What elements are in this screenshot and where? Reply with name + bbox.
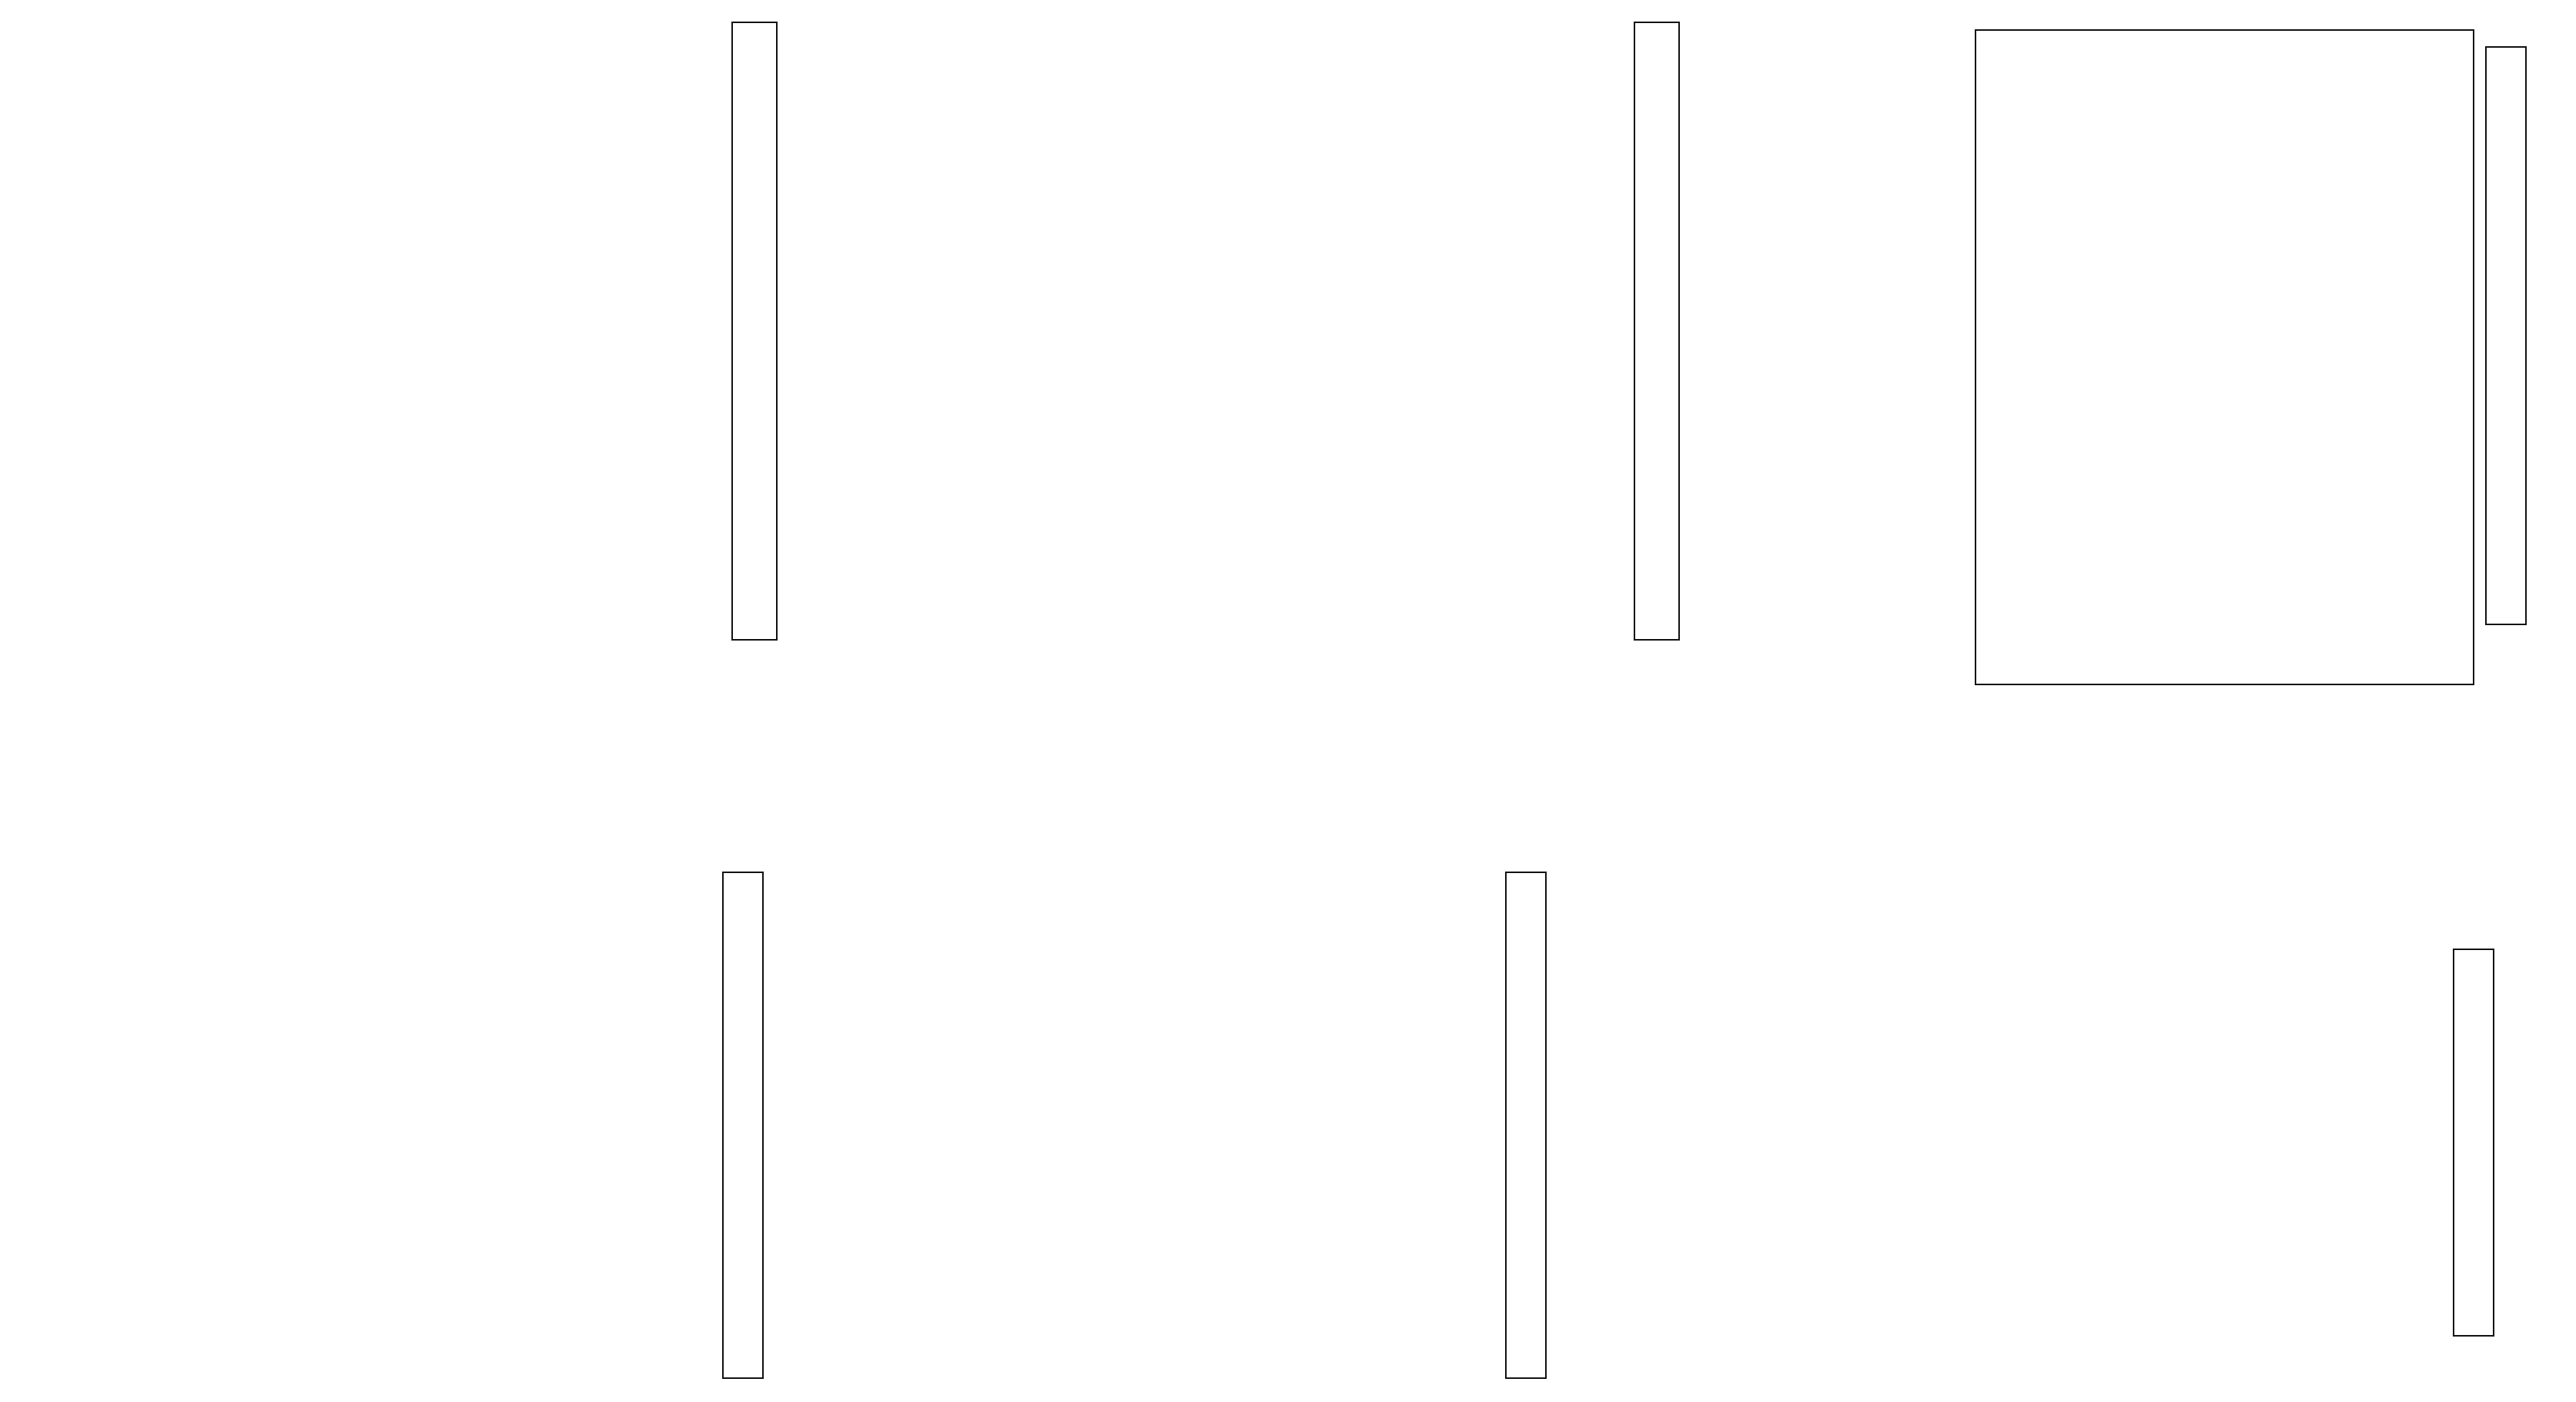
- scale-bar-e: [1197, 1309, 1397, 1323]
- scale-bar-d: [343, 1318, 535, 1332]
- panel-f-3d-view: [1763, 861, 2433, 1400]
- axes-arrows-icon: [871, 1223, 958, 1317]
- panel-a-heatmap: [6, 6, 676, 676]
- scale-bar-d-line: [377, 1324, 500, 1332]
- colorbar-f: [2453, 949, 2494, 1337]
- panel-b-heatmap: [907, 6, 1577, 676]
- axes-triad-a: [29, 466, 183, 631]
- scale-bar-e-line: [1222, 1315, 1373, 1323]
- axes-arrows-icon: [48, 497, 135, 591]
- axes-triad-e: [852, 1192, 1006, 1357]
- scale-bar-a: [493, 582, 647, 595]
- colorbar-d: [722, 872, 764, 1379]
- panel-c-heatmap: [1975, 29, 2474, 685]
- axes-triad-b: [930, 466, 1084, 631]
- axes-arrows-icon: [948, 497, 1035, 591]
- colorbar-b: [1634, 22, 1680, 641]
- axes-triad-d: [23, 1192, 177, 1357]
- colorbar-e: [1505, 872, 1547, 1379]
- scale-bar-b: [1393, 582, 1547, 595]
- scale-bar-b-line: [1432, 588, 1509, 595]
- colorbar-a: [731, 22, 778, 641]
- colorbar-c: [2485, 46, 2527, 625]
- scale-bar-a-line: [531, 588, 608, 595]
- axes-arrows-icon: [42, 1223, 129, 1317]
